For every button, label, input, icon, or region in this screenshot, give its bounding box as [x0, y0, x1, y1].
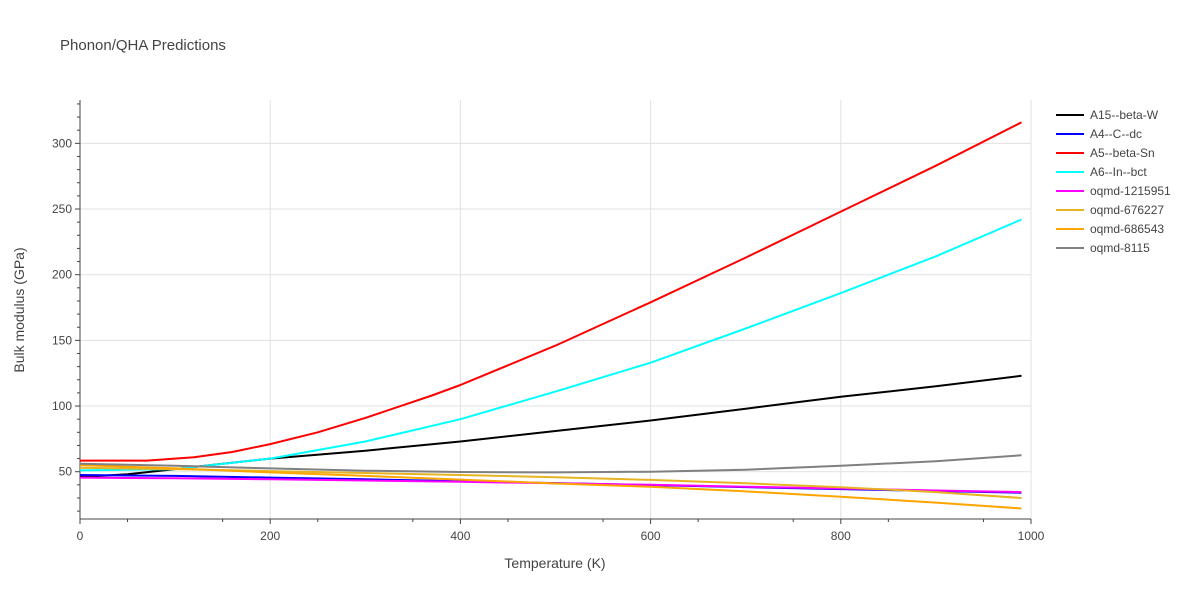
- series-line-3: [79, 218, 1022, 472]
- x-tick-label: 400: [450, 529, 470, 543]
- series-line-6: [79, 464, 1022, 510]
- legend: A15--beta-W A4--C--dc A5--beta-Sn A6--In--b…: [1056, 108, 1171, 255]
- series-line-7: [79, 454, 1022, 474]
- y-tick-label: 200: [52, 268, 72, 282]
- y-axis-label: Bulk modulus (GPa): [11, 247, 27, 372]
- legend-item-label: oqmd-686543: [1090, 222, 1164, 236]
- series-line-2: [80, 121, 1022, 462]
- x-tick-label: 1000: [1018, 529, 1045, 543]
- legend-item-label: A5--beta-Sn: [1090, 146, 1155, 160]
- x-tick-label: 600: [641, 529, 661, 543]
- x-tick-label: 0: [77, 529, 84, 543]
- series-lines: [79, 121, 1022, 510]
- y-tick-label: 250: [52, 202, 72, 216]
- legend-item-label: oqmd-8115: [1090, 241, 1150, 255]
- legend-item-label: oqmd-1215951: [1090, 184, 1171, 198]
- legend-item-label: A15--beta-W: [1090, 108, 1159, 122]
- legend-item-label: oqmd-676227: [1090, 203, 1164, 217]
- axes: [75, 100, 1032, 524]
- series-line-0: [79, 374, 1022, 478]
- legend-item-label: A6--In--bct: [1090, 165, 1147, 179]
- y-tick-label: 100: [52, 399, 72, 413]
- y-tick-label: 300: [52, 136, 72, 150]
- x-axis-label: Temperature (K): [504, 555, 605, 571]
- y-tick-label: 50: [59, 465, 73, 479]
- tick-labels: 0 200 400 600 800 1000 50 100 150 200 250 300: [52, 136, 1045, 543]
- y-tick-label: 150: [52, 333, 72, 347]
- x-tick-label: 800: [831, 529, 851, 543]
- x-tick-label: 200: [260, 529, 280, 543]
- legend-item-label: A4--C--dc: [1090, 127, 1142, 141]
- chart-title: Phonon/QHA Predictions: [60, 37, 226, 54]
- grid: [80, 100, 1032, 519]
